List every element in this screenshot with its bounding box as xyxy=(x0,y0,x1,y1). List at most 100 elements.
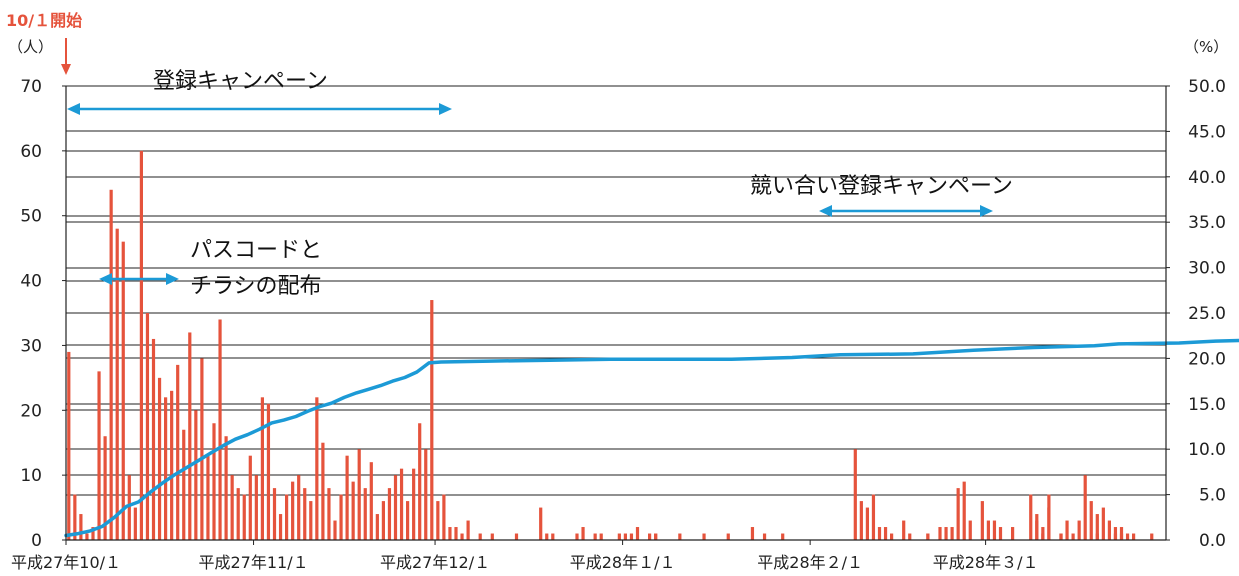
bar xyxy=(478,533,482,540)
bar xyxy=(781,533,785,540)
bar xyxy=(127,475,131,540)
bar xyxy=(327,488,331,540)
x-tick-label: 平成28年３/１ xyxy=(933,553,1039,572)
bar xyxy=(466,520,470,540)
bar xyxy=(944,527,948,540)
bar xyxy=(454,527,458,540)
bar xyxy=(291,481,295,540)
bar xyxy=(381,501,385,540)
bar xyxy=(968,520,972,540)
bar xyxy=(859,501,863,540)
bar xyxy=(726,533,730,540)
x-tick-label: 平成27年12/１ xyxy=(380,553,490,572)
bar xyxy=(139,150,143,540)
left-axis-unit: （人） xyxy=(8,38,53,56)
bar xyxy=(103,436,107,540)
right-tick-label: 0.0 xyxy=(1199,531,1226,551)
right-tick-label: 20.0 xyxy=(1188,349,1226,369)
bar xyxy=(938,527,942,540)
bar xyxy=(750,527,755,540)
bar xyxy=(85,533,89,540)
bar xyxy=(623,533,627,540)
bar xyxy=(285,494,289,540)
left-tick-label: 20 xyxy=(20,401,42,421)
x-tick-labels: 平成27年10/１ 平成27年11/１ 平成27年12/１ 平成28年１/１ 平成28年… xyxy=(11,540,1039,572)
bar xyxy=(236,488,240,540)
bar xyxy=(593,533,597,540)
bar xyxy=(702,533,706,540)
right-tick-label: 50.0 xyxy=(1188,77,1226,97)
start-marker-arrow xyxy=(61,38,71,75)
x-tick-label: 平成28年２/１ xyxy=(757,553,863,572)
bar xyxy=(962,481,966,540)
bar xyxy=(1059,533,1063,540)
bar xyxy=(1101,507,1105,540)
bar xyxy=(430,300,434,540)
bar xyxy=(297,475,301,540)
bar xyxy=(260,397,264,540)
bar xyxy=(629,533,634,540)
bar xyxy=(357,449,361,540)
bar xyxy=(339,494,343,540)
bar xyxy=(164,397,168,540)
x-tick-label: 平成27年10/１ xyxy=(11,553,121,572)
bar xyxy=(1035,514,1039,540)
left-tick-label: 30 xyxy=(20,336,42,356)
bar xyxy=(853,449,857,540)
bar xyxy=(91,527,95,540)
campaign-label: 登録キャンペーン xyxy=(153,69,328,94)
right-tick-label: 15.0 xyxy=(1188,395,1226,415)
right-tick-label: 40.0 xyxy=(1188,168,1226,188)
bar xyxy=(1119,533,1124,540)
bar xyxy=(1132,533,1136,540)
bar xyxy=(1083,475,1087,540)
bar xyxy=(278,514,283,540)
bar xyxy=(145,313,150,540)
cumulative-rate-line xyxy=(64,338,1239,538)
bar xyxy=(599,533,603,540)
bar xyxy=(369,462,373,540)
bar xyxy=(877,527,882,540)
bar xyxy=(436,501,440,540)
bar xyxy=(399,468,404,540)
bar xyxy=(992,520,997,540)
bar xyxy=(333,520,337,540)
bar xyxy=(188,332,192,540)
competition-arrow xyxy=(819,205,993,217)
bar xyxy=(133,507,137,540)
bar xyxy=(1077,520,1081,540)
passcode-label-line2: チラシの配布 xyxy=(190,274,322,299)
bar xyxy=(654,533,658,540)
passcode-label-line1: パスコードと xyxy=(190,238,322,263)
bar xyxy=(393,475,398,540)
right-tick-label: 25.0 xyxy=(1188,304,1226,324)
right-tick-label: 35.0 xyxy=(1188,213,1226,233)
bar xyxy=(1029,494,1033,540)
bar xyxy=(157,377,162,540)
bar xyxy=(200,358,204,540)
cumulative-line-group xyxy=(64,338,1239,538)
bar xyxy=(345,455,349,540)
bar xyxy=(418,423,422,540)
bar xyxy=(950,527,954,540)
bar xyxy=(242,494,246,540)
bar xyxy=(272,488,277,540)
bar xyxy=(351,481,355,540)
bar xyxy=(762,533,767,540)
bar xyxy=(206,455,210,540)
bar xyxy=(575,533,579,540)
bar xyxy=(1047,507,1051,540)
bar xyxy=(871,494,876,540)
x-tick-label: 平成28年１/１ xyxy=(570,553,676,572)
bar xyxy=(1150,533,1154,540)
bar xyxy=(266,403,271,540)
bar xyxy=(67,351,71,540)
right-tick-label: 10.0 xyxy=(1188,440,1226,460)
left-tick-label: 70 xyxy=(20,77,42,97)
bar xyxy=(212,423,216,540)
bar xyxy=(883,527,888,540)
bar xyxy=(980,501,984,540)
bar xyxy=(151,338,156,540)
bar xyxy=(678,533,682,540)
bar xyxy=(412,468,416,540)
